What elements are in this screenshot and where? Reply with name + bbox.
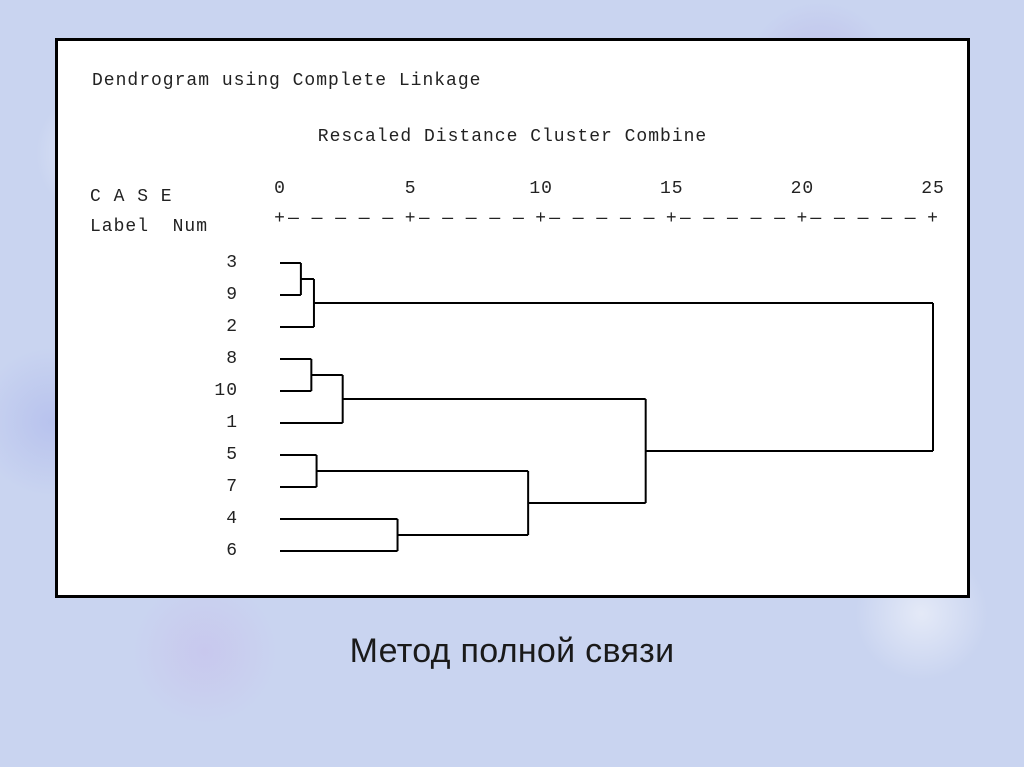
dendrogram-panel: Dendrogram using Complete Linkage Rescal… bbox=[55, 38, 970, 598]
slide-caption: Метод полной связи bbox=[0, 632, 1024, 671]
dendrogram-tree bbox=[58, 41, 967, 595]
